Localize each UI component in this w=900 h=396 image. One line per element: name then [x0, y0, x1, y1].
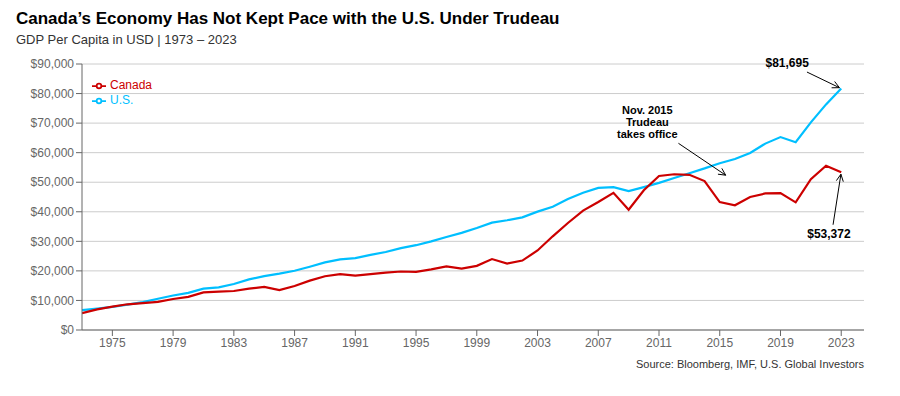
svg-text:2019: 2019: [767, 336, 794, 350]
svg-text:$81,695: $81,695: [766, 56, 810, 70]
svg-text:2003: 2003: [524, 336, 551, 350]
svg-text:2023: 2023: [828, 336, 855, 350]
svg-text:1975: 1975: [99, 336, 126, 350]
svg-text:1983: 1983: [220, 336, 247, 350]
svg-text:2011: 2011: [646, 336, 672, 350]
svg-text:$90,000: $90,000: [31, 57, 75, 71]
svg-text:$50,000: $50,000: [31, 175, 75, 189]
html-text:U.S.: U.S.: [110, 92, 134, 107]
svg-text:$30,000: $30,000: [31, 235, 75, 249]
svg-text:$53,372: $53,372: [807, 227, 851, 241]
svg-text:$40,000: $40,000: [31, 205, 75, 219]
html-text:GDP Per Capita in USD | 1973 –: GDP Per Capita in USD | 1973 – 2023: [16, 32, 237, 47]
svg-text:$20,000: $20,000: [31, 264, 75, 278]
svg-text:1995: 1995: [403, 336, 430, 350]
svg-text:2007: 2007: [585, 336, 612, 350]
svg-text:Nov. 2015Trudeautakes office: Nov. 2015Trudeautakes office: [617, 104, 678, 140]
svg-text:2015: 2015: [706, 336, 733, 350]
svg-text:$70,000: $70,000: [31, 116, 75, 130]
svg-text:$80,000: $80,000: [31, 87, 75, 101]
svg-text:1979: 1979: [160, 336, 187, 350]
html-text:Canada: Canada: [110, 78, 152, 92]
html-text:Source: Bloomberg, IMF, U.S. G: Source: Bloomberg, IMF, U.S. Global Inve…: [636, 358, 864, 370]
svg-text:$60,000: $60,000: [31, 146, 75, 160]
svg-text:1999: 1999: [463, 336, 490, 350]
svg-text:1991: 1991: [342, 336, 369, 350]
svg-text:$10,000: $10,000: [31, 294, 75, 308]
svg-text:1987: 1987: [281, 336, 308, 350]
html-text:Canada’s Economy Has Not Kept: Canada’s Economy Has Not Kept Pace with …: [16, 9, 560, 28]
svg-text:$0: $0: [61, 323, 75, 337]
